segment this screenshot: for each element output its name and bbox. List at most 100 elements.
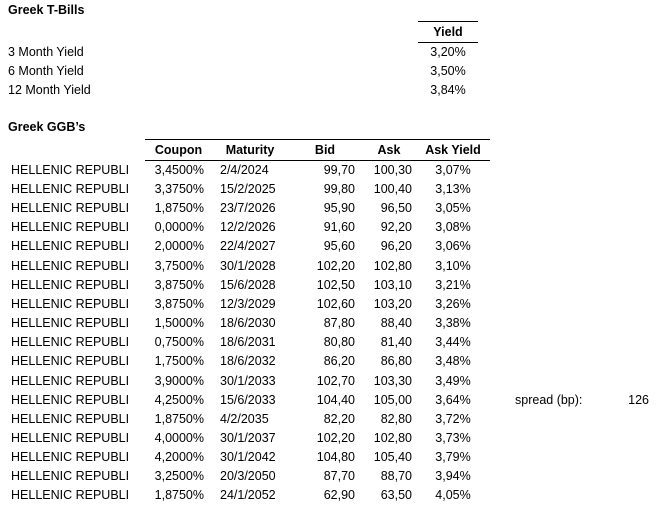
bond-bid: 87,70 <box>323 469 355 484</box>
ggb-header-ask: Ask <box>362 139 416 161</box>
bond-maturity: 24/1/2052 <box>212 486 288 505</box>
bond-maturity: 15/6/2028 <box>220 277 276 292</box>
bond-issuer: HELLENIC REPUBLI <box>11 354 130 369</box>
bond-maturity: 18/6/2030 <box>220 316 276 331</box>
bond-issuer: HELLENIC REPUBLI <box>11 162 130 177</box>
bond-row: HELLENIC REPUBLI 1,8750% 4/2/2035 82,20 82,8… <box>8 410 490 429</box>
bond-row: HELLENIC REPUBLI 0,0000% 12/2/2026 91,60 92,… <box>8 218 490 237</box>
bond-row: HELLENIC REPUBLI 2,0000% 22/4/2027 95,60 96,… <box>8 237 490 256</box>
bond-ask: 96,50 <box>380 201 412 216</box>
bond-row: HELLENIC REPUBLI 3,4500% 2/4/2024 99,70 100,… <box>8 161 490 180</box>
tbills-header-row: Yield <box>8 21 478 43</box>
bond-issuer: HELLENIC REPUBLI <box>11 316 130 331</box>
bond-maturity: 18/6/2031 <box>220 335 276 350</box>
tbill-label: 12 Month Yield <box>8 83 91 98</box>
bond-row: HELLENIC REPUBLI 1,8750% 23/7/2026 95,90 96,… <box>8 199 490 218</box>
bond-ask: 81,40 <box>380 335 412 350</box>
bond-coupon: 2,0000% <box>154 239 204 254</box>
bond-row: HELLENIC REPUBLI 3,9000% 30/1/2033 102,70 10… <box>8 371 490 390</box>
bond-row: HELLENIC REPUBLI 1,5000% 18/6/2030 87,80 88,… <box>8 314 490 333</box>
bond-ask-yield: 3,72% <box>435 411 471 426</box>
ggb-header-bid: Bid <box>288 139 362 161</box>
bond-bid: 102,20 <box>316 431 355 446</box>
bond-bid: 102,20 <box>316 258 355 273</box>
bond-coupon: 1,5000% <box>154 316 204 331</box>
bond-ask-yield: 3,48% <box>435 354 471 369</box>
bond-maturity: 15/2/2025 <box>220 181 276 196</box>
bond-row: HELLENIC REPUBLI 0,7500% 18/6/2031 80,80 81,… <box>8 333 490 352</box>
ggb-table: Coupon Maturity Bid Ask Ask Yield HELLEN… <box>8 139 490 505</box>
bond-ask-yield: 3,10% <box>435 258 471 273</box>
bond-ask-yield: 3,13% <box>435 181 471 196</box>
bond-coupon: 1,8750% <box>145 486 212 505</box>
bond-row: HELLENIC REPUBLI 3,8750% 15/6/2028 102,50 10… <box>8 275 490 294</box>
bond-coupon: 3,3750% <box>154 181 204 196</box>
bond-maturity: 23/7/2026 <box>220 201 276 216</box>
ggb-section-title: Greek GGB’s <box>8 120 86 134</box>
bond-ask-yield: 3,79% <box>435 450 471 465</box>
bond-coupon: 3,9000% <box>154 373 204 388</box>
bond-issuer: HELLENIC REPUBLI <box>11 469 130 484</box>
bond-issuer: HELLENIC REPUBLI <box>11 258 130 273</box>
tbills-header-spacer <box>8 22 418 43</box>
bond-ask-yield: 3,94% <box>435 469 471 484</box>
bond-ask-yield: 3,73% <box>435 431 471 446</box>
bond-ask: 102,80 <box>373 258 412 273</box>
bond-ask: 82,80 <box>380 411 412 426</box>
bond-issuer: HELLENIC REPUBLI <box>11 296 130 311</box>
bond-issuer: HELLENIC REPUBLI <box>11 411 130 426</box>
bond-coupon: 0,7500% <box>154 335 204 350</box>
tbills-section-title: Greek T-Bills <box>8 3 85 17</box>
bond-maturity: 12/2/2026 <box>220 220 276 235</box>
bond-bid: 102,50 <box>316 277 355 292</box>
bond-ask-yield: 3,07% <box>435 163 471 178</box>
bond-maturity: 18/6/2032 <box>220 354 276 369</box>
spread-value: 126 <box>628 392 649 407</box>
bond-bid: 95,60 <box>323 239 355 254</box>
bond-row: HELLENIC REPUBLI 3,2500% 20/3/2050 87,70 88,… <box>8 467 490 486</box>
bond-coupon: 1,7500% <box>154 354 204 369</box>
bond-coupon: 3,2500% <box>154 469 204 484</box>
bond-maturity: 22/4/2027 <box>220 239 276 254</box>
bond-ask-yield: 3,49% <box>435 373 471 388</box>
bond-ask-yield: 3,05% <box>435 201 471 216</box>
bond-ask: 105,40 <box>373 450 412 465</box>
bond-bid: 95,90 <box>323 201 355 216</box>
bond-bid: 82,20 <box>323 411 355 426</box>
tbills-rows: 3 Month Yield 3,20% 6 Month Yield 3,50% 12 M… <box>8 43 478 100</box>
ggb-header-row: Coupon Maturity Bid Ask Ask Yield <box>8 139 490 161</box>
tbill-yield-value: 3,50% <box>430 63 466 78</box>
bond-bid: 62,90 <box>288 486 362 505</box>
bond-ask: 86,80 <box>380 354 412 369</box>
bond-ask: 103,10 <box>373 277 412 292</box>
bond-ask: 100,40 <box>373 181 412 196</box>
spread-annotation: spread (bp): 126 <box>515 390 649 409</box>
bond-coupon: 4,2000% <box>154 450 204 465</box>
bond-maturity: 12/3/2029 <box>220 296 276 311</box>
tbill-row: 6 Month Yield 3,50% <box>8 62 478 81</box>
bond-coupon: 3,7500% <box>154 258 204 273</box>
bond-ask-yield: 3,38% <box>435 316 471 331</box>
bond-issuer: HELLENIC REPUBLI <box>11 431 130 446</box>
bond-bid: 80,80 <box>323 335 355 350</box>
bond-bid: 91,60 <box>323 220 355 235</box>
bond-maturity: 30/1/2033 <box>220 373 276 388</box>
ggb-rows: HELLENIC REPUBLI 3,4500% 2/4/2024 99,70 100,… <box>8 161 490 505</box>
bond-row: HELLENIC REPUBLI 1,8750% 24/1/2052 62,90 63,… <box>8 486 490 505</box>
bond-bid: 99,80 <box>323 181 355 196</box>
tbill-yield-value: 3,84% <box>430 83 466 98</box>
bond-maturity: 30/1/2037 <box>220 431 276 446</box>
bond-ask: 103,20 <box>373 296 412 311</box>
bond-row: HELLENIC REPUBLI 3,8750% 12/3/2029 102,60 10… <box>8 295 490 314</box>
bond-issuer: HELLENIC REPUBLI <box>11 373 130 388</box>
bond-ask-yield: 3,08% <box>435 220 471 235</box>
bond-coupon: 4,2500% <box>154 392 204 407</box>
bond-ask: 100,30 <box>373 163 412 178</box>
bond-row: HELLENIC REPUBLI 4,0000% 30/1/2037 102,20 10… <box>8 429 490 448</box>
bond-issuer: HELLENIC REPUBLI <box>11 488 130 503</box>
bond-ask-yield: 3,06% <box>435 239 471 254</box>
bond-bid: 87,80 <box>323 316 355 331</box>
bond-maturity: 20/3/2050 <box>220 469 276 484</box>
bond-coupon: 3,8750% <box>154 277 204 292</box>
